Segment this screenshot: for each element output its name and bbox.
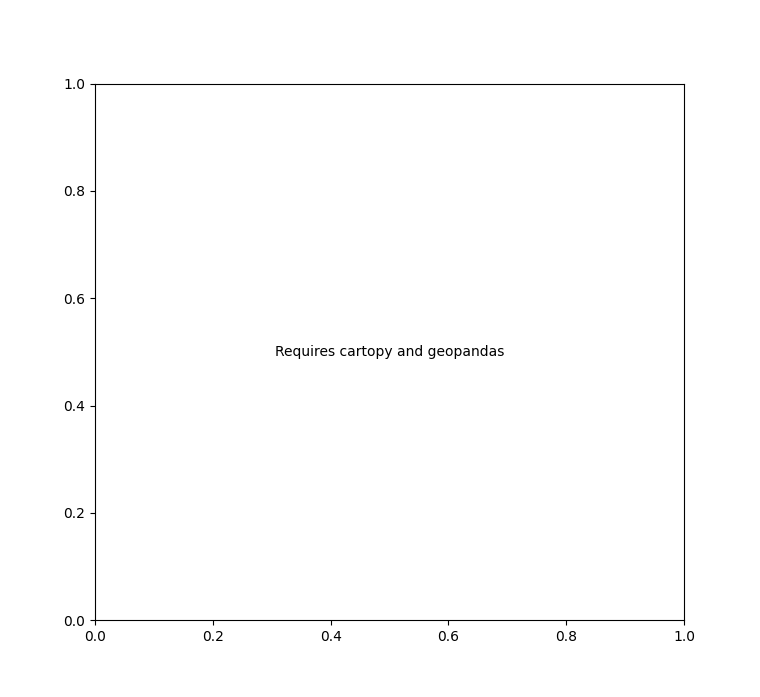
Text: Requires cartopy and geopandas: Requires cartopy and geopandas <box>275 345 504 359</box>
